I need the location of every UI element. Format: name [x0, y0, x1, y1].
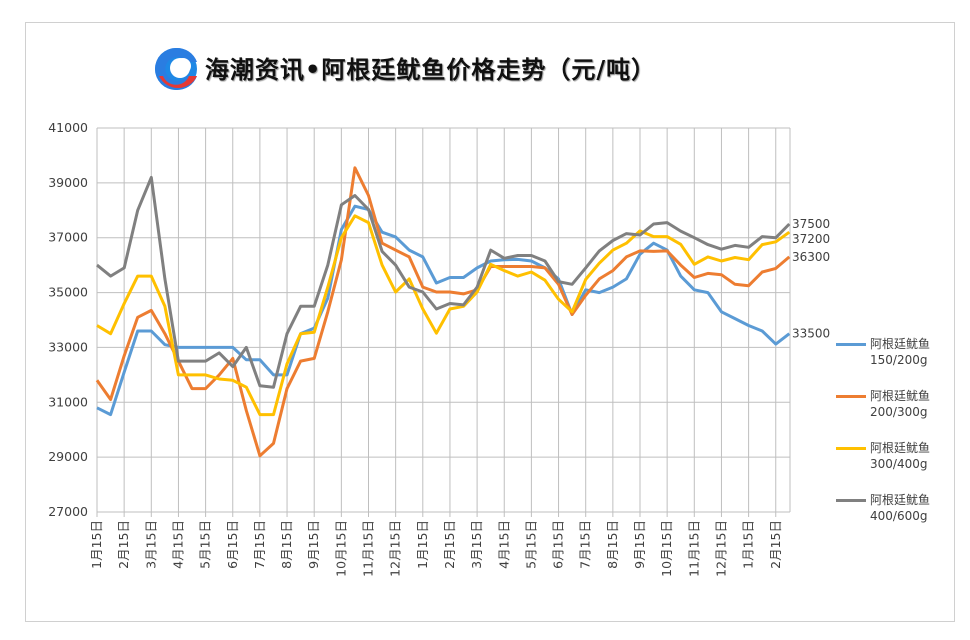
haichao-logo-icon — [155, 47, 197, 91]
y-tick-label: 35000 — [48, 285, 88, 300]
legend-label: 阿根廷鱿鱼 150/200g — [870, 336, 930, 368]
y-tick-label: 27000 — [48, 504, 88, 519]
y-tick-label: 31000 — [48, 394, 88, 409]
x-tick-label: 1月15日 — [741, 520, 756, 569]
x-tick-label: 9月15日 — [306, 520, 321, 569]
legend-label-line: 400/600g — [870, 509, 928, 523]
series-line-2 — [95, 166, 791, 458]
y-tick-label: 37000 — [48, 230, 88, 245]
x-tick-label: 8月15日 — [605, 520, 620, 569]
end-value-label: 37200 — [792, 232, 830, 246]
legend-swatch — [836, 395, 866, 398]
x-tick-label: 3月15日 — [143, 520, 158, 569]
legend-label: 阿根廷鱿鱼 400/600g — [870, 492, 930, 524]
legend-label: 阿根廷鱿鱼 300/400g — [870, 440, 930, 472]
legend-label-line: 200/300g — [870, 405, 928, 419]
legend-swatch — [836, 499, 866, 502]
x-tick-label: 3月15日 — [469, 520, 484, 569]
x-tick-label: 10月15日 — [659, 520, 674, 577]
legend-label-line: 阿根廷鱿鱼 — [870, 389, 931, 403]
chart-title: 海潮资讯•阿根廷鱿鱼价格走势（元/吨） — [205, 55, 657, 84]
y-tick-label: 39000 — [48, 175, 88, 190]
x-tick-label: 8月15日 — [279, 520, 294, 569]
series-line-1 — [96, 204, 791, 417]
x-tick-label: 12月15日 — [388, 520, 403, 577]
legend-label-line: 阿根廷鱿鱼 — [870, 441, 931, 455]
end-value-label: 36300 — [792, 250, 830, 264]
end-value-label: 33500 — [792, 327, 830, 341]
x-tick-label: 11月15日 — [361, 520, 376, 577]
y-axis-ticks: 41000 39000 37000 35000 33000 31000 29000 27000 — [48, 120, 88, 519]
legend-swatch — [836, 447, 866, 450]
x-tick-label: 6月15日 — [225, 520, 240, 569]
legend-swatch — [836, 343, 866, 346]
series-line-4 — [96, 175, 791, 389]
legend-label-line: 300/400g — [870, 457, 928, 471]
x-tick-label: 7月15日 — [578, 520, 593, 569]
x-tick-label: 5月15日 — [523, 520, 538, 569]
x-tick-label: 9月15日 — [632, 520, 647, 569]
x-tick-label: 2月15日 — [116, 520, 131, 569]
legend-label: 阿根廷鱿鱼 200/300g — [870, 388, 930, 420]
x-axis-ticks: 1月15日 2月15日 3月15日 4月15日 5月15日 6月15日 7月15日 8月15日… — [89, 520, 783, 577]
x-tick-label: 10月15日 — [333, 520, 348, 577]
x-tick-label: 5月15日 — [198, 520, 213, 569]
chart-frame — [25, 22, 955, 622]
y-tick-label: 33000 — [48, 339, 88, 354]
y-tick-label: 29000 — [48, 449, 88, 464]
series-lines — [95, 166, 791, 458]
x-tick-label: 2月15日 — [442, 520, 457, 569]
legend-label-line: 150/200g — [870, 353, 928, 367]
x-tick-label: 4月15日 — [496, 520, 511, 569]
x-tick-label: 12月15日 — [713, 520, 728, 577]
legend-label-line: 阿根廷鱿鱼 — [870, 337, 931, 351]
x-tick-label: 1月15日 — [89, 520, 104, 569]
x-tick-label: 1月15日 — [415, 520, 430, 569]
x-tick-label: 4月15日 — [170, 520, 185, 569]
x-tick-label: 11月15日 — [686, 520, 701, 577]
end-value-label: 37500 — [792, 217, 830, 231]
y-tick-label: 41000 — [48, 120, 88, 135]
legend-label-line: 阿根廷鱿鱼 — [870, 493, 931, 507]
x-tick-label: 7月15日 — [252, 520, 267, 569]
x-tick-label: 2月15日 — [768, 520, 783, 569]
series-line-3 — [96, 214, 791, 417]
grid — [96, 127, 791, 517]
x-tick-label: 6月15日 — [551, 520, 566, 569]
